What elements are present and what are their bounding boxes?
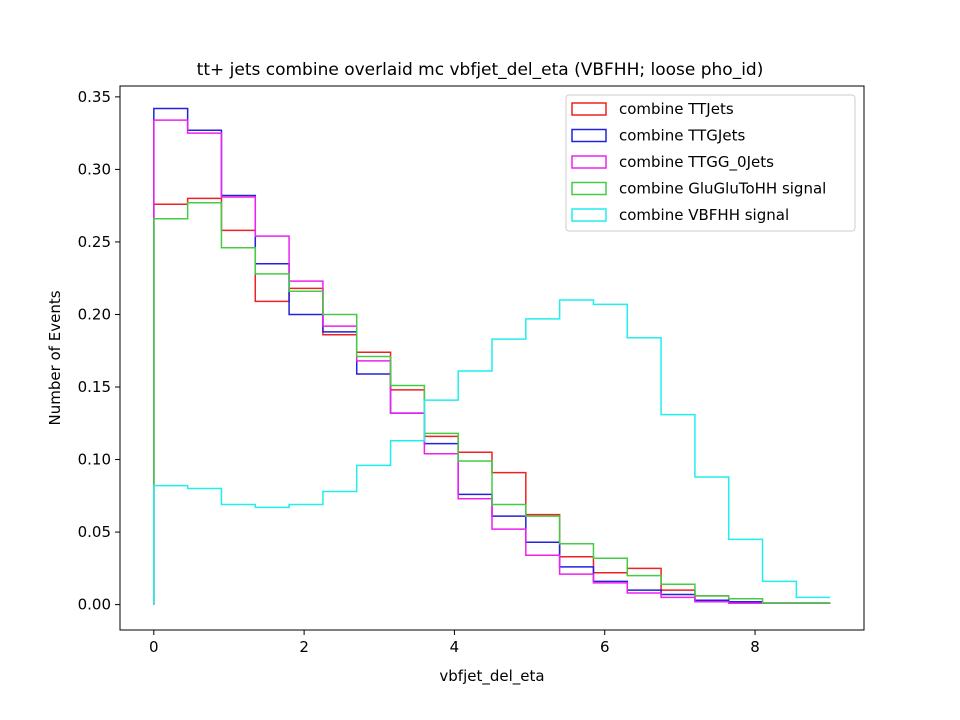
y-tick-label: 0.05 <box>78 523 111 541</box>
x-axis-ticks: 0 2 4 6 8 <box>149 630 760 656</box>
chart-title: tt+ jets combine overlaid mc vbfjet_del_… <box>197 60 764 80</box>
x-tick-label: 0 <box>149 638 159 656</box>
legend-box <box>565 94 856 232</box>
x-tick-label: 4 <box>450 638 460 656</box>
y-tick-label: 0.35 <box>78 88 111 106</box>
y-tick-label: 0.20 <box>78 305 111 323</box>
legend-label: combine TTGJets <box>619 127 745 145</box>
x-tick-label: 6 <box>600 638 610 656</box>
y-tick-label: 0.25 <box>78 233 111 251</box>
legend-label: combine TTJets <box>619 100 734 118</box>
x-tick-label: 8 <box>750 638 760 656</box>
legend-swatch <box>571 208 607 222</box>
y-tick-label: 0.30 <box>78 160 111 178</box>
series-line-5 <box>153 299 831 605</box>
legend-swatch <box>571 102 607 116</box>
legend-label: combine GluGluToHH signal <box>619 180 826 198</box>
x-axis-label: vbfjet_del_eta <box>439 667 544 686</box>
legend-label: combine VBFHH signal <box>619 206 789 224</box>
legend-label: combine TTGG_0Jets <box>619 153 774 172</box>
y-tick-label: 0.10 <box>78 451 111 469</box>
legend-swatch <box>571 181 607 196</box>
y-tick-label: 0.15 <box>78 378 111 396</box>
series-line-4 <box>153 202 831 605</box>
plot-frame <box>119 85 865 631</box>
y-axis-ticks: 0.00 0.05 0.10 0.15 0.20 0.25 0.30 0.35 <box>78 88 120 614</box>
x-tick-label: 2 <box>299 638 309 656</box>
series-line-3 <box>153 119 831 605</box>
y-axis-label: Number of Events <box>46 290 64 425</box>
legend: combine TTJets combine TTGJets combine TTG… <box>565 94 856 232</box>
series-layer <box>153 107 831 605</box>
y-tick-label: 0.00 <box>78 596 111 614</box>
legend-swatch <box>571 128 607 143</box>
legend-swatch <box>571 155 607 169</box>
